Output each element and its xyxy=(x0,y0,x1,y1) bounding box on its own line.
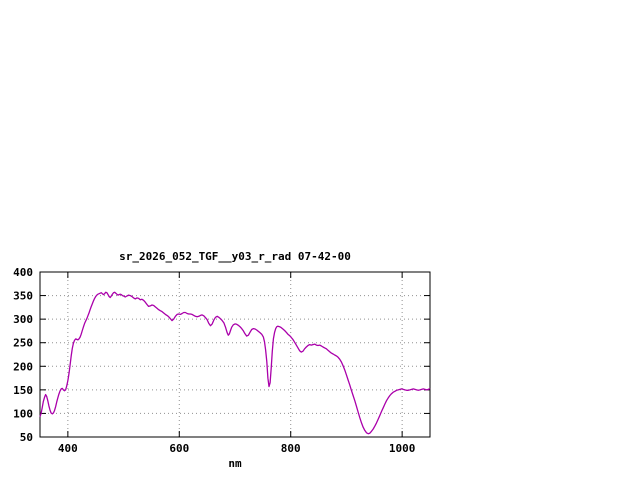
x-axis-label: nm xyxy=(228,457,242,470)
svg-text:150: 150 xyxy=(13,384,33,397)
svg-text:100: 100 xyxy=(13,407,33,420)
svg-text:300: 300 xyxy=(13,313,33,326)
svg-text:600: 600 xyxy=(169,442,189,455)
svg-text:250: 250 xyxy=(13,337,33,350)
svg-text:50: 50 xyxy=(20,431,33,444)
svg-text:400: 400 xyxy=(13,266,33,279)
svg-text:400: 400 xyxy=(58,442,78,455)
svg-text:200: 200 xyxy=(13,360,33,373)
svg-text:1000: 1000 xyxy=(389,442,416,455)
svg-text:350: 350 xyxy=(13,290,33,303)
chart-title: sr_2026_052_TGF__y03_r_rad 07-42-00 xyxy=(119,250,351,263)
svg-text:800: 800 xyxy=(281,442,301,455)
